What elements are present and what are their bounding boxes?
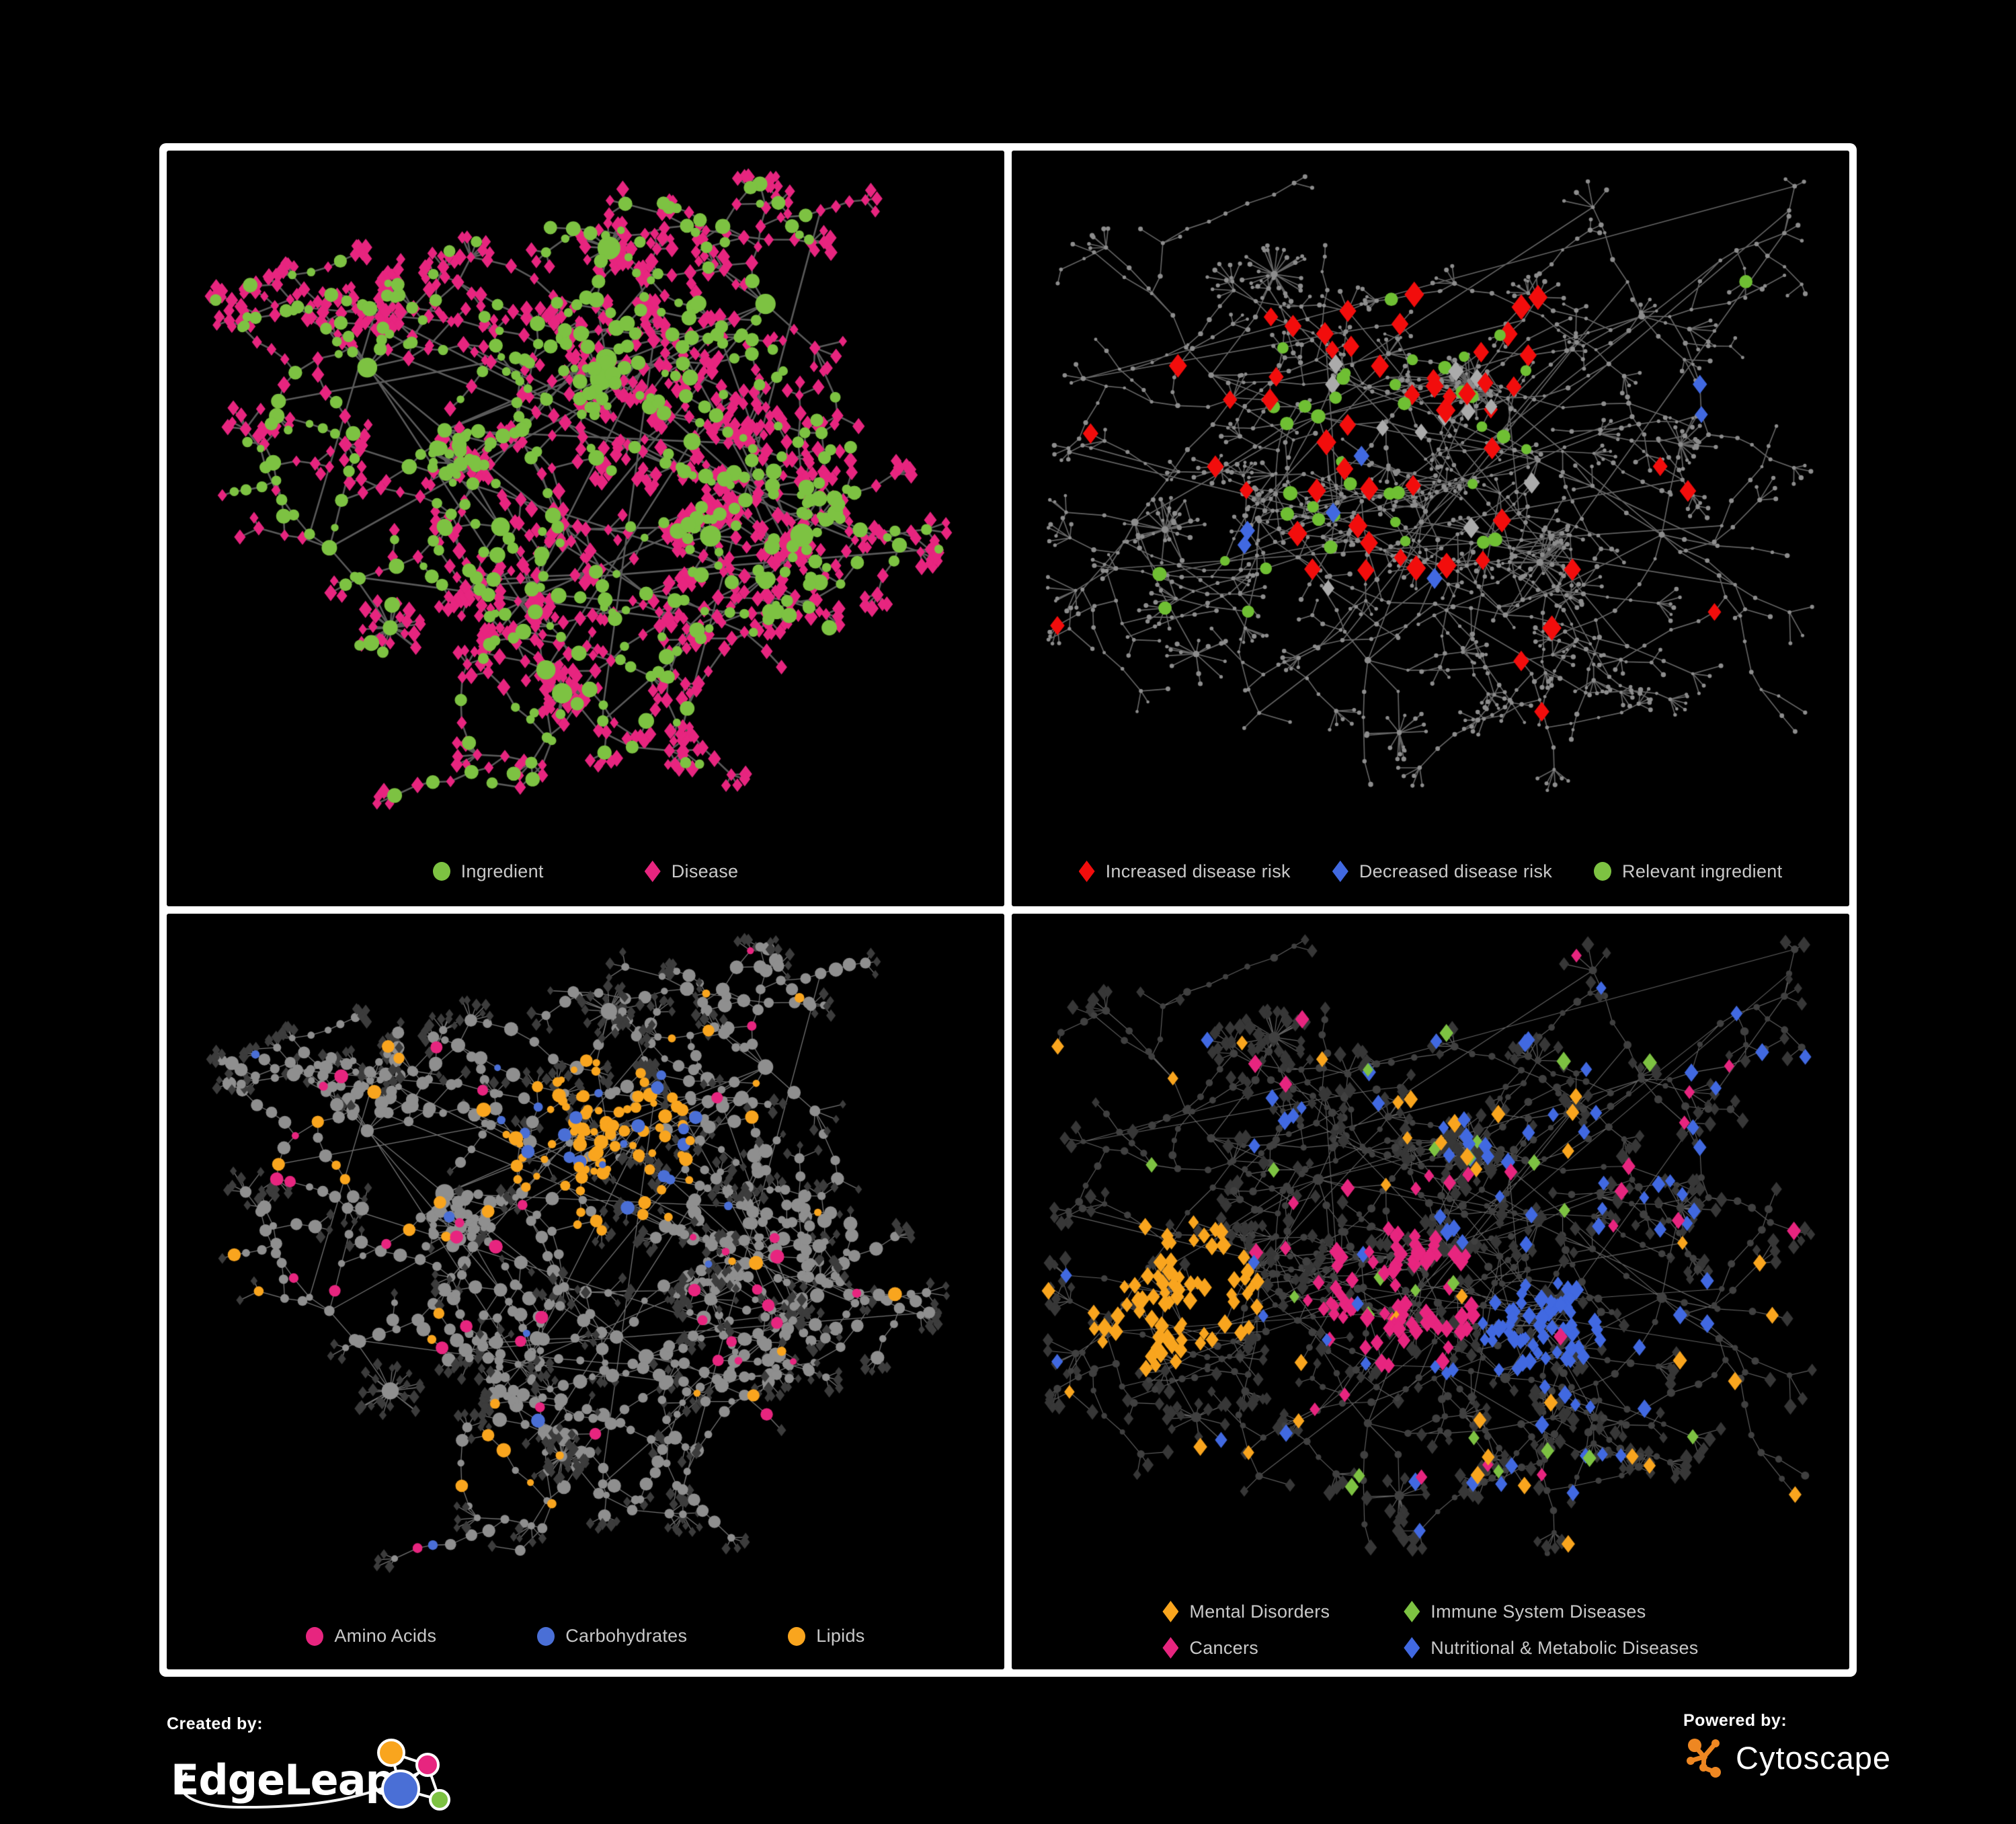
panel-ingredient-disease: Ingredient Disease [167,151,1004,906]
legend-item-nutritional-metabolic-diseases: Nutritional & Metabolic Diseases [1404,1637,1698,1659]
cytoscape-credit: Powered by: Cytoscape [1683,1711,1891,1779]
panel-disease-risk: Increased disease risk Decreased disease… [1012,151,1849,906]
legend-disease-risk: Increased disease risk Decreased disease… [1012,861,1849,882]
legend-label-decreased-risk: Decreased disease risk [1359,861,1553,881]
panel-disease-classes: Mental Disorders Immune System Diseases … [1012,914,1849,1669]
network-graph-disease-risk [1012,151,1849,843]
network-graph-disease-classes [1012,914,1849,1606]
legend-disease-classes: Mental Disorders Immune System Diseases … [1012,1601,1849,1659]
network-graph-ingredient-classes [167,914,1004,1606]
legend-ingredient-disease: Ingredient Disease [167,861,1004,882]
figure-frame: Ingredient Disease Increased disease ris… [159,143,1857,1677]
legend-item-increased-risk: Increased disease risk [1078,861,1291,882]
edgeleap-node-orange [377,1739,405,1767]
carbohydrates-circle-icon [537,1626,555,1646]
legend-label-immune-system-diseases: Immune System Diseases [1430,1601,1646,1622]
legend-label-amino-acids: Amino Acids [334,1626,437,1646]
decreased-risk-diamond-icon [1332,861,1348,882]
legend-label-lipids: Lipids [816,1626,865,1646]
disease-diamond-icon [644,861,661,882]
edgeleap-swoosh [179,1768,427,1809]
nutritional-metabolic-diseases-diamond-icon [1404,1637,1420,1659]
cancers-diamond-icon [1162,1637,1179,1659]
edgeleap-node-magenta [415,1753,440,1777]
legend-label-carbohydrates: Carbohydrates [565,1626,688,1646]
legend-item-mental-disorders: Mental Disorders [1162,1601,1330,1622]
legend-item-decreased-risk: Decreased disease risk [1332,861,1552,882]
created-by-label: Created by: [167,1714,264,1733]
edgeleap-node-green [429,1789,450,1811]
amino-acids-circle-icon [306,1626,324,1646]
edgeleap-network-icon [377,1739,450,1811]
lipids-circle-icon [788,1626,806,1646]
ingredient-circle-icon [432,862,450,881]
panel-ingredient-classes: Amino Acids Carbohydrates Lipids [167,914,1004,1669]
mental-disorders-diamond-icon [1162,1601,1179,1622]
network-graph-ingredient-disease [167,151,1004,843]
legend-item-relevant-ingredient: Relevant ingredient [1594,861,1782,882]
legend-ingredient-classes: Amino Acids Carbohydrates Lipids [167,1626,1004,1647]
legend-item-carbohydrates: Carbohydrates [537,1626,687,1647]
legend-item-immune-system-diseases: Immune System Diseases [1404,1601,1698,1622]
increased-risk-diamond-icon [1078,861,1095,882]
legend-label-disease: Disease [671,861,739,881]
legend-label-nutritional-metabolic-diseases: Nutritional & Metabolic Diseases [1430,1637,1699,1658]
cytoscape-wordmark: Cytoscape [1736,1739,1892,1776]
edgeleap-node-blue [381,1770,420,1809]
legend-label-relevant-ingredient: Relevant ingredient [1622,861,1783,881]
legend-item-lipids: Lipids [788,1626,864,1647]
legend-item-amino-acids: Amino Acids [306,1626,436,1647]
cytoscape-icon [1687,1739,1721,1778]
legend-item-cancers: Cancers [1162,1637,1330,1659]
immune-system-diseases-diamond-icon [1404,1601,1420,1622]
legend-label-increased-risk: Increased disease risk [1105,861,1291,881]
powered-by-label: Powered by: [1683,1711,1787,1730]
legend-item-disease: Disease [644,861,739,882]
legend-label-mental-disorders: Mental Disorders [1189,1601,1330,1622]
edgeleap-logo: EdgeLeap [171,1739,450,1811]
edgeleap-credit: Created by: EdgeLeap [167,1714,462,1824]
legend-label-cancers: Cancers [1189,1637,1259,1658]
legend-item-ingredient: Ingredient [432,861,544,882]
legend-label-ingredient: Ingredient [460,861,544,881]
relevant-ingredient-circle-icon [1594,862,1612,881]
edgeleap-wordmark: EdgeLeap [171,1755,395,1805]
